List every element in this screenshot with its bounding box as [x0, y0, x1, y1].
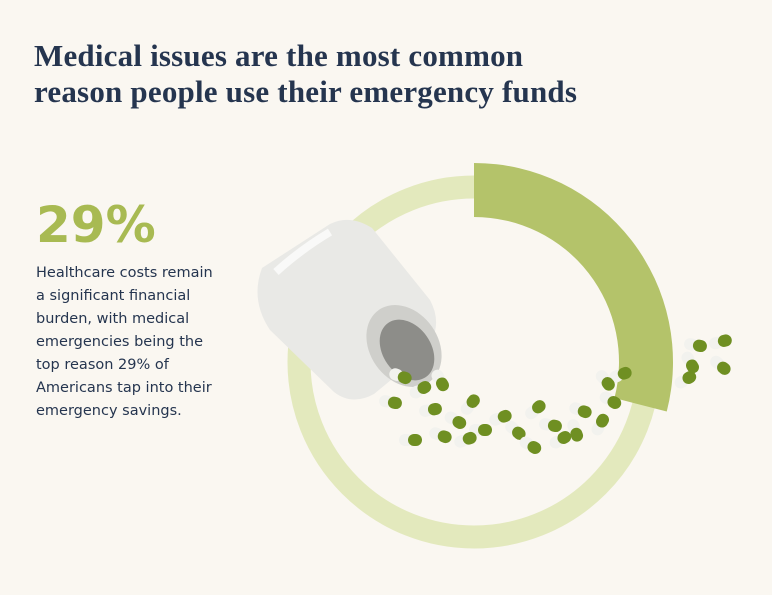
pill-half: [417, 381, 432, 394]
pill: [431, 369, 449, 392]
pills: [379, 334, 732, 454]
pill: [379, 395, 402, 410]
pill-half: [512, 426, 526, 440]
title: Medical issues are the most common reaso…: [34, 38, 577, 110]
pill-half: [466, 394, 480, 408]
pill-half: [497, 409, 512, 423]
pill: [444, 411, 467, 429]
description: Healthcare costs remain a significant fi…: [36, 265, 213, 419]
donut-segment: [474, 163, 673, 412]
pill: [710, 355, 731, 375]
pill: [460, 394, 480, 415]
pill-half: [527, 441, 542, 454]
pill: [399, 434, 422, 446]
pill: [525, 400, 546, 420]
pill-half: [717, 334, 732, 347]
pill-half: [452, 416, 467, 429]
pill-half: [462, 431, 477, 445]
pill: [569, 402, 592, 419]
pill: [519, 436, 542, 454]
pill: [539, 418, 562, 433]
pill-half: [617, 366, 632, 380]
pill: [681, 351, 699, 374]
pill: [684, 338, 707, 353]
pill-half: [436, 377, 449, 392]
pill: [674, 371, 697, 389]
pill-half: [607, 396, 622, 409]
donut: [287, 163, 673, 549]
pill: [419, 402, 442, 417]
pill: [389, 368, 412, 385]
pill-half: [601, 377, 615, 391]
pill: [505, 420, 526, 440]
pill: [489, 409, 512, 426]
pill: [599, 391, 622, 409]
pill: [595, 370, 615, 391]
pill: [609, 366, 632, 383]
pill: [429, 427, 452, 444]
pill-half: [408, 434, 422, 446]
pill-half: [427, 402, 442, 416]
value-label: 29%: [36, 196, 156, 254]
pill-half: [478, 424, 492, 436]
pill-half: [437, 430, 452, 444]
pill-half: [570, 427, 584, 442]
pill-half: [397, 371, 412, 385]
pill: [591, 413, 609, 436]
title-line: Medical issues are the most common: [34, 38, 524, 73]
pill-half: [547, 419, 562, 433]
pill-half: [717, 361, 731, 375]
pill-half: [686, 359, 699, 374]
title-line: reason people use their emergency funds: [34, 74, 578, 109]
pill-half: [577, 405, 592, 419]
pill-half: [532, 400, 546, 414]
pill: [567, 419, 584, 442]
pill: [709, 334, 732, 350]
pill: [454, 431, 477, 448]
pill-bottle: [257, 219, 442, 400]
pill-half: [596, 413, 609, 428]
pill-half: [682, 371, 697, 384]
pill-half: [692, 339, 707, 353]
pill-half: [387, 396, 402, 410]
pill: [549, 431, 572, 449]
pill-half: [557, 431, 572, 444]
pill: [409, 381, 432, 399]
